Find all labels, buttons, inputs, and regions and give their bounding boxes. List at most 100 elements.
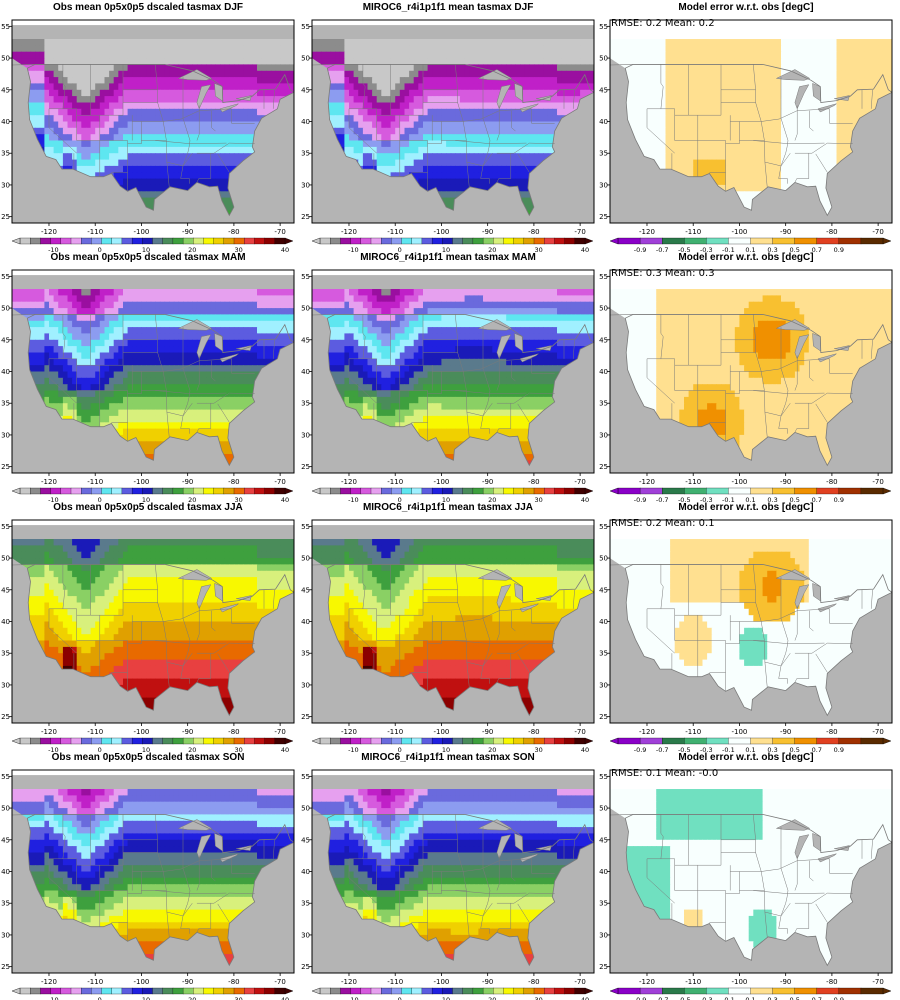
lon-tick-label: -120	[639, 228, 655, 236]
colorbar-tick-label: 30	[535, 996, 543, 1000]
error-stats: RMSE: 0.2 Mean: 0.2	[611, 18, 715, 29]
lat-tick-label: 45	[1, 836, 10, 844]
lake	[496, 584, 512, 610]
lat-tick-label: 40	[599, 868, 608, 876]
lake	[177, 569, 213, 581]
state-border	[761, 358, 830, 372]
state-border	[127, 871, 142, 894]
panel-title: Model error w.r.t. obs [degC]	[598, 752, 894, 763]
lon-tick-label: -100	[433, 978, 449, 986]
colorbar-tick-label: 0.5	[790, 746, 800, 754]
model-panel-djf: MIROC6_r4i1p1f1 mean tasmax DJF -120 -110-…	[300, 0, 596, 254]
lake	[775, 569, 811, 581]
state-border	[794, 605, 798, 641]
state-border	[180, 827, 191, 934]
lat-tick-label: 35	[599, 650, 608, 658]
lon-tick-label: -110	[87, 978, 103, 986]
state-border	[674, 358, 726, 423]
lat-tick-label: 40	[1, 368, 10, 376]
colorbar-tick-label: -0.7	[656, 746, 669, 754]
lon-tick-label: -100	[433, 728, 449, 736]
lon-tick-label: -90	[482, 728, 493, 736]
lake	[817, 103, 837, 113]
colorbar-tick-label: -0.9	[634, 246, 647, 254]
colorbar-tick-label: -0.3	[700, 246, 713, 254]
colorbar-tick-label: -10	[48, 496, 59, 504]
colorbar-tick-label: 40	[281, 746, 289, 754]
colorbar-tick-label: -0.5	[678, 996, 691, 1000]
state-border	[376, 358, 428, 423]
state-border	[217, 653, 230, 673]
lat-tick-label: 50	[599, 555, 608, 563]
lat-tick-label: 55	[599, 273, 608, 281]
lat-tick-label: 55	[301, 523, 310, 531]
lon-tick-label: -110	[87, 478, 103, 486]
state-border	[660, 314, 664, 359]
colorbar-low-arrow	[311, 237, 321, 245]
colorbar-tick-label: 0	[98, 996, 102, 1000]
lat-tick-label: 40	[301, 618, 310, 626]
colorbar: -10 0 10 20 30 40	[11, 487, 294, 504]
state-border	[496, 392, 555, 404]
state-border	[376, 108, 428, 173]
lat-tick-label: 35	[301, 400, 310, 408]
lat-tick-label: 55	[1, 523, 10, 531]
colorbar-tick-label: 0	[98, 746, 102, 754]
lon-tick-label: -120	[41, 478, 57, 486]
colorbar-tick-label: 40	[281, 996, 289, 1000]
colorbar-low-arrow	[11, 237, 21, 245]
colorbar-tick-label: -0.9	[634, 496, 647, 504]
lake	[219, 853, 239, 863]
panel-title: MIROC6_r4i1p1f1 mean tasmax DJF	[300, 2, 596, 13]
state-border	[390, 314, 424, 366]
colorbar: -0.9 -0.7 -0.5 -0.3 -0.1 0.1 0.3 0.5 0.7 0.9	[609, 987, 892, 1000]
lon-tick-label: -90	[780, 728, 791, 736]
state-border	[496, 105, 500, 141]
state-border	[674, 814, 689, 866]
lat-tick-label: 25	[1, 213, 10, 221]
colorbar-tick-label: 20	[488, 996, 496, 1000]
lake	[236, 845, 252, 851]
state-border	[455, 890, 527, 894]
lat-tick-label: 35	[301, 150, 310, 158]
lat-tick-label: 40	[599, 118, 608, 126]
lon-tick-label: -70	[574, 478, 585, 486]
state-border	[496, 403, 512, 433]
lat-tick-label: 25	[301, 713, 310, 721]
lon-tick-label: -120	[341, 978, 357, 986]
state-border	[62, 814, 66, 859]
colorbar-tick-label: 0.9	[834, 996, 844, 1000]
lon-tick-label: -100	[731, 478, 747, 486]
state-border	[231, 108, 255, 124]
colorbar-tick-label: 0.1	[745, 746, 755, 754]
state-border	[48, 358, 77, 404]
panel-title: Model error w.r.t. obs [degC]	[598, 502, 894, 513]
colorbar-tick-label: 40	[281, 496, 289, 504]
lat-tick-label: 30	[301, 681, 310, 689]
state-border	[725, 621, 740, 644]
panel-title: Obs mean 0p5x0p5 dscaled tasmax JJA	[0, 502, 296, 513]
state-border	[660, 564, 664, 609]
state-border	[272, 89, 275, 109]
lon-tick-label: -70	[574, 728, 585, 736]
colorbar-tick-label: -0.9	[634, 996, 647, 1000]
lake	[794, 834, 810, 860]
lat-tick-label: 30	[301, 431, 310, 439]
state-border	[496, 903, 512, 933]
colorbar-low-arrow	[609, 237, 619, 245]
lake	[477, 569, 513, 581]
state-border	[217, 903, 230, 923]
country-outline	[26, 814, 294, 967]
obs-panel-jja: Obs mean 0p5x0p5 dscaled tasmax JJA -120-…	[0, 500, 296, 754]
colorbar-tick-label: -0.9	[634, 746, 647, 754]
lon-tick-label: -70	[274, 478, 285, 486]
colorbar-tick-label: -10	[48, 246, 59, 254]
state-border	[90, 314, 124, 366]
state-border	[90, 814, 124, 866]
lat-tick-label: 45	[1, 86, 10, 94]
state-border	[362, 564, 366, 609]
state-border	[517, 403, 530, 423]
state-border	[480, 577, 491, 684]
state-border	[674, 108, 726, 173]
